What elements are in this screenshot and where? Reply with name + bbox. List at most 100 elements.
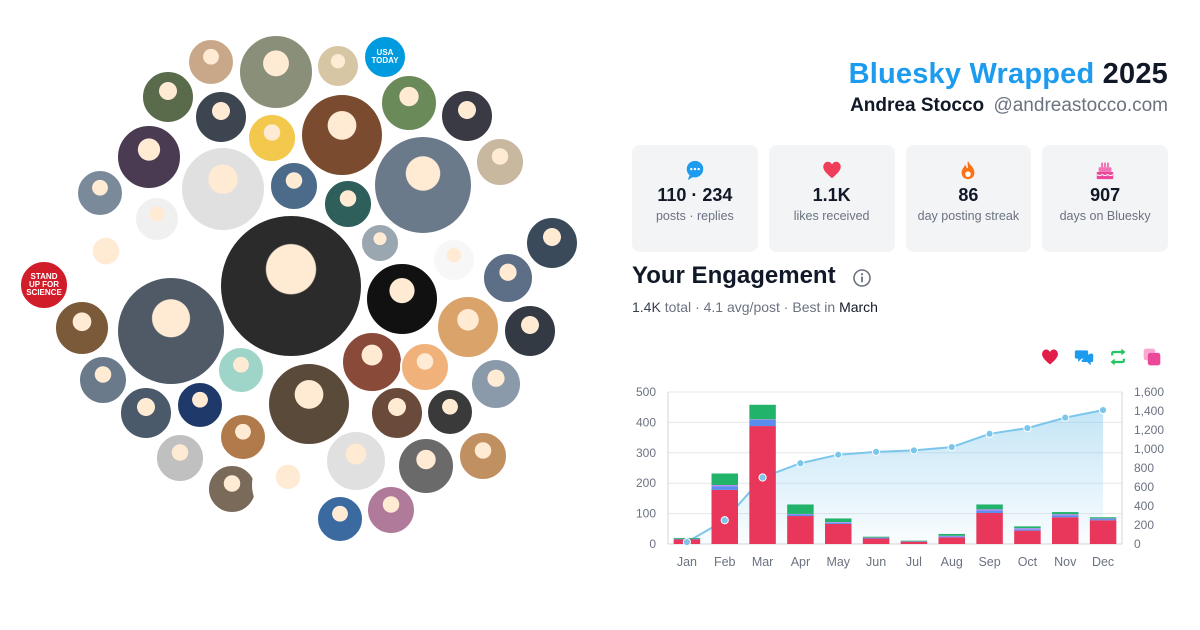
cumulative-point (1098, 405, 1108, 415)
x-tick-label: Nov (1054, 555, 1077, 569)
bar-oct-segment-2 (1014, 528, 1041, 530)
avatar-2[interactable] (238, 34, 314, 110)
avatar-18[interactable] (360, 223, 400, 263)
avatar-8[interactable] (380, 74, 438, 132)
bar-may-segment-2 (825, 522, 852, 523)
avatar-20[interactable] (482, 252, 534, 304)
avatar-45[interactable] (316, 495, 364, 543)
cake-icon (1042, 159, 1168, 181)
avatar-42[interactable] (325, 430, 387, 492)
avatar-22[interactable] (219, 214, 363, 358)
bar-nov-segment-3 (1052, 512, 1079, 515)
stat-label: days on Bluesky (1059, 209, 1151, 223)
avatar-1[interactable] (187, 38, 235, 86)
engagement-best-month: March (839, 299, 878, 315)
avatar-29[interactable] (400, 342, 450, 392)
engagement-summary: 1.4K total · 4.1 avg/post · Best in Marc… (632, 299, 878, 315)
engagement-best-prefix: Best in (792, 299, 836, 315)
bar-jun-segment-0 (862, 538, 890, 544)
bar-sep-segment-3 (976, 504, 1003, 510)
stat-card-streak: 86 day posting streak (905, 145, 1032, 252)
avatar-21[interactable] (525, 216, 579, 270)
avatar-19[interactable] (432, 238, 476, 282)
info-icon[interactable] (852, 268, 872, 288)
x-tick-label: Aug (941, 555, 963, 569)
avatar-14[interactable] (373, 135, 473, 235)
avatar-11[interactable] (180, 146, 266, 232)
avatar-3[interactable] (316, 44, 360, 88)
engagement-total-label: total (664, 299, 692, 315)
avatar-41[interactable] (252, 449, 324, 521)
user-line: Andrea Stocco @andreastocco.com (849, 95, 1168, 117)
cumulative-point (985, 429, 994, 438)
avatar-16[interactable] (76, 169, 124, 217)
cumulative-point (834, 450, 843, 459)
avatar-39[interactable] (155, 433, 205, 483)
avatar-44[interactable] (458, 431, 508, 481)
repost-icon[interactable] (1108, 347, 1128, 367)
bar-jun-segment-2 (862, 537, 890, 539)
avatar-33[interactable] (370, 386, 424, 440)
avatar-37[interactable] (176, 381, 224, 429)
avatar-34[interactable] (426, 388, 474, 436)
avatar-15[interactable] (475, 137, 525, 187)
bar-mar-segment-1 (749, 419, 776, 427)
bar-jun-segment-3 (862, 536, 890, 538)
y-tick-label-left: 500 (636, 385, 656, 399)
avatar-24[interactable] (436, 295, 500, 359)
bar-apr-segment-1 (787, 514, 814, 517)
avatar-4[interactable] (141, 70, 195, 124)
y-tick-label-left: 300 (636, 446, 656, 460)
cumulative-point (796, 459, 805, 468)
avatar-36[interactable] (119, 386, 173, 440)
quote-icon[interactable] (1142, 347, 1162, 367)
avatar-38[interactable] (219, 413, 267, 461)
avatar-5[interactable] (194, 90, 248, 144)
avatar-46[interactable] (366, 485, 416, 535)
x-tick-label: Jul (906, 555, 922, 569)
avatar-newspaper[interactable] (67, 221, 145, 299)
avatar-7[interactable] (300, 93, 384, 177)
speech-bubble-icon (632, 159, 758, 181)
y-tick-label-right: 600 (1134, 480, 1154, 494)
y-tick-label-right: 800 (1134, 461, 1154, 475)
avatar-stand-up-for-science[interactable]: STAND UP FOR SCIENCE (19, 260, 69, 310)
avatar-23[interactable] (365, 262, 439, 336)
avatar-40[interactable] (207, 464, 257, 514)
avatar-27[interactable] (116, 276, 226, 386)
stat-value: 86 (958, 185, 979, 205)
avatar-12[interactable] (269, 161, 319, 211)
bar-dec-segment-3 (1089, 517, 1117, 519)
y-tick-label-left: 400 (636, 415, 656, 429)
cumulative-point (871, 447, 881, 456)
y-tick-label-left: 100 (636, 507, 656, 521)
y-tick-label-right: 1,600 (1134, 385, 1164, 399)
x-tick-label: Mar (752, 555, 774, 569)
cumulative-point (1023, 424, 1032, 433)
bar-mar-segment-2 (749, 419, 776, 420)
y-tick-label-right: 1,000 (1134, 442, 1164, 456)
bar-jul-segment-3 (900, 540, 928, 542)
bar-jun-segment-1 (862, 537, 890, 539)
avatar-26[interactable] (54, 300, 110, 356)
avatar-6[interactable] (247, 113, 297, 163)
avatar-32[interactable] (267, 362, 351, 446)
avatar-25[interactable] (503, 304, 557, 358)
avatar-28[interactable] (341, 331, 403, 393)
bar-jul-segment-0 (900, 541, 928, 544)
bar-aug-segment-3 (938, 533, 965, 536)
y-tick-label-right: 1,400 (1134, 404, 1164, 418)
bar-mar-segment-0 (749, 426, 776, 544)
reply-icon[interactable] (1074, 347, 1094, 367)
avatar-30[interactable] (78, 355, 128, 405)
avatar-9[interactable] (440, 89, 494, 143)
avatar-usa-today[interactable]: USA TODAY (363, 35, 407, 79)
avatar-35[interactable] (470, 358, 522, 410)
avatar-10[interactable] (116, 124, 182, 190)
avatar-13[interactable] (323, 179, 373, 229)
avatar-43[interactable] (397, 437, 455, 495)
bar-may-segment-3 (825, 518, 852, 523)
avatar-17[interactable] (134, 196, 180, 242)
avatar-31[interactable] (217, 346, 265, 394)
heart-icon[interactable] (1040, 347, 1060, 367)
